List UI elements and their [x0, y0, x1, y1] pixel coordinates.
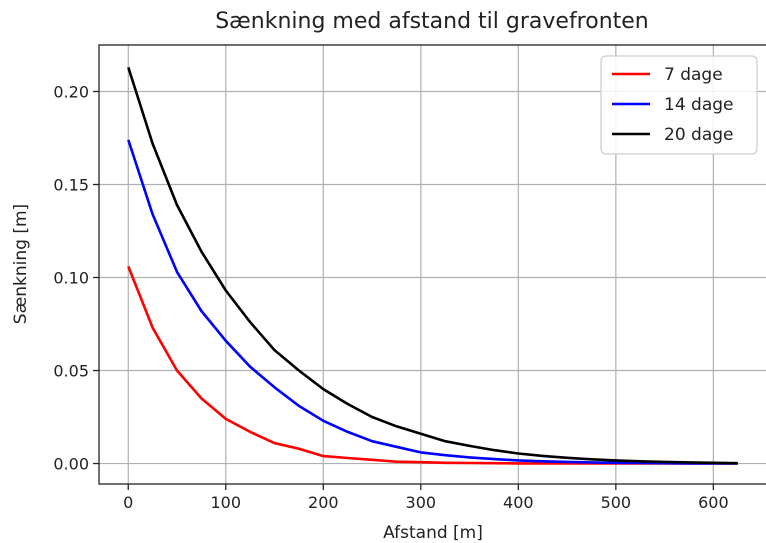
chart-title: Sænkning med afstand til gravefronten [215, 9, 649, 34]
y-axis-label: Sænkning [m] [11, 204, 31, 324]
plot-frame [98, 44, 766, 485]
y-tick-label: 0.05 [53, 362, 89, 381]
series-layer [127, 66, 738, 465]
y-tick-label: 0.20 [53, 83, 89, 102]
y-axis-ticks: 0.00 0.05 0.10 0.15 0.20 [53, 83, 99, 474]
legend-label: 20 dage [664, 125, 734, 145]
x-tick-label: 500 [601, 493, 632, 512]
y-tick-label: 0.00 [53, 455, 89, 474]
x-tick-label: 600 [698, 493, 729, 512]
x-tick-label: 100 [211, 493, 242, 512]
y-tick-label: 0.10 [53, 269, 89, 288]
x-tick-label: 300 [406, 493, 437, 512]
x-axis-label: Afstand [m] [383, 523, 483, 543]
legend-label: 14 dage [664, 95, 734, 115]
x-tick-label: 200 [308, 493, 339, 512]
x-tick-label: 400 [503, 493, 534, 512]
x-axis-ticks: 0 100 200 300 400 500 600 [123, 484, 729, 512]
legend: 7 dage 14 dage 20 dage [600, 55, 758, 155]
x-tick-label: 0 [123, 493, 133, 512]
series-line-20-dage [127, 66, 738, 465]
legend-label: 7 dage [664, 65, 723, 85]
y-tick-label: 0.15 [53, 176, 89, 195]
series-line-14-dage [127, 139, 738, 465]
series-line-7-dage [127, 265, 738, 465]
legend-box [600, 55, 758, 155]
